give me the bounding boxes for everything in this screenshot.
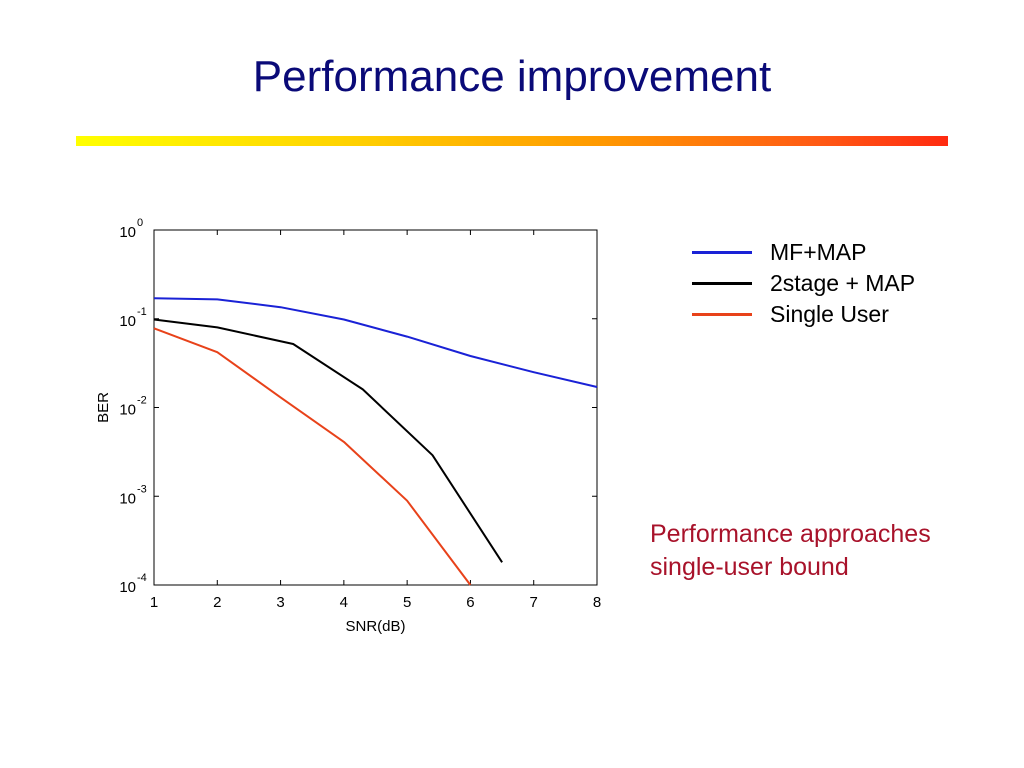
legend-label-mf-map: MF+MAP (770, 239, 867, 265)
series-line-mf-map (153, 297, 598, 388)
y-tick-label-base: 10 (119, 224, 136, 241)
title-divider (76, 136, 948, 146)
x-tick-label: 5 (403, 594, 411, 611)
x-tick-label: 6 (466, 594, 474, 611)
x-axis-label: SNR(dB) (345, 618, 405, 635)
annotation-line-1: Performance approaches (650, 520, 931, 548)
y-tick-label-base: 10 (119, 490, 136, 507)
plot-frame (153, 229, 598, 586)
legend-item-2stage-map: 2stage + MAP (692, 268, 915, 299)
annotation-line-2: single-user bound (650, 553, 849, 581)
y-tick-label-exponent: 0 (137, 217, 143, 229)
series-line-single-user (153, 327, 472, 586)
legend-item-single-user: Single User (692, 299, 915, 330)
y-tick-label: 100 (119, 217, 143, 241)
legend-item-mf-map: MF+MAP (692, 237, 915, 268)
x-tick-labels: 1 2 3 4 5 6 7 8 (150, 594, 601, 611)
x-tick-label: 3 (276, 594, 284, 611)
y-tick-label-base: 10 (119, 402, 136, 419)
legend-label-2stage-map: 2stage + MAP (770, 270, 916, 296)
legend-swatch-2stage-map (692, 282, 752, 285)
y-tick-label: 10-3 (119, 483, 146, 507)
tick-marks (153, 229, 598, 586)
x-tick-label: 7 (530, 594, 538, 611)
y-tick-label-exponent: -4 (137, 572, 147, 584)
y-tick-label-exponent: -1 (137, 306, 147, 318)
y-tick-label: 10-1 (119, 306, 146, 330)
y-tick-label-exponent: -2 (137, 395, 147, 407)
y-tick-label: 10-4 (119, 572, 146, 596)
y-tick-label-base: 10 (119, 579, 136, 596)
y-tick-label: 10-2 (119, 395, 146, 419)
slide-title: Performance improvement (252, 52, 772, 101)
x-tick-label: 8 (593, 594, 601, 611)
x-tick-label: 4 (340, 594, 348, 611)
x-tick-label: 2 (213, 594, 221, 611)
x-tick-label: 1 (150, 594, 158, 611)
y-tick-label-exponent: -3 (137, 483, 147, 495)
y-tick-label-base: 10 (119, 313, 136, 330)
series-lines (153, 297, 598, 586)
legend-swatch-mf-map (692, 251, 752, 254)
legend: MF+MAP 2stage + MAP Single User (692, 237, 915, 330)
y-axis-label: BER (95, 392, 112, 423)
annotation-note: Performance approaches single-user bound (650, 518, 931, 584)
legend-label-single-user: Single User (770, 301, 889, 327)
legend-swatch-single-user (692, 313, 752, 316)
series-line-2stage-map (153, 318, 503, 563)
